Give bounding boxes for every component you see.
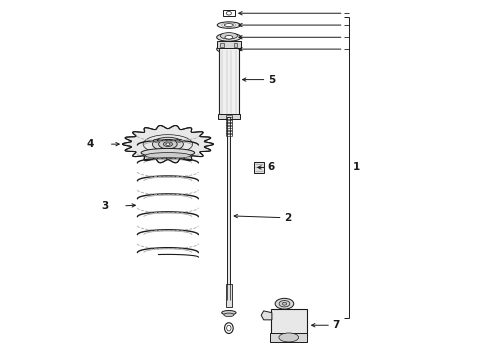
Ellipse shape — [217, 22, 241, 28]
Ellipse shape — [145, 153, 191, 159]
Ellipse shape — [224, 313, 234, 317]
Text: 2: 2 — [285, 213, 292, 222]
Text: 1: 1 — [353, 162, 361, 172]
Bar — [234, 43, 237, 46]
Bar — [223, 10, 235, 17]
Bar — [218, 114, 240, 119]
Ellipse shape — [217, 45, 241, 53]
Bar — [226, 284, 232, 307]
Text: 6: 6 — [267, 162, 274, 172]
Bar — [227, 117, 230, 300]
Ellipse shape — [163, 142, 172, 147]
FancyBboxPatch shape — [271, 309, 307, 336]
Ellipse shape — [224, 323, 233, 333]
Bar — [220, 43, 224, 46]
Text: 3: 3 — [101, 201, 108, 211]
Ellipse shape — [217, 33, 241, 41]
FancyBboxPatch shape — [254, 162, 264, 173]
Ellipse shape — [279, 333, 298, 342]
Text: 4: 4 — [87, 139, 94, 149]
Text: 5: 5 — [269, 75, 275, 85]
Ellipse shape — [225, 47, 233, 51]
Ellipse shape — [166, 143, 170, 145]
Ellipse shape — [224, 24, 233, 27]
Ellipse shape — [221, 311, 236, 315]
Ellipse shape — [275, 298, 294, 309]
Text: 7: 7 — [332, 320, 339, 330]
Ellipse shape — [279, 301, 290, 307]
Ellipse shape — [165, 150, 171, 152]
Ellipse shape — [220, 45, 238, 51]
FancyBboxPatch shape — [270, 333, 307, 342]
Ellipse shape — [152, 137, 183, 151]
Polygon shape — [122, 126, 214, 163]
Ellipse shape — [227, 325, 231, 331]
Ellipse shape — [282, 302, 287, 305]
Ellipse shape — [225, 36, 233, 39]
Ellipse shape — [220, 33, 238, 39]
Polygon shape — [261, 311, 272, 320]
Ellipse shape — [176, 139, 183, 142]
Bar — [219, 44, 239, 116]
Bar — [217, 41, 241, 48]
Ellipse shape — [141, 148, 195, 157]
Ellipse shape — [159, 139, 177, 149]
Ellipse shape — [153, 139, 160, 142]
Ellipse shape — [226, 12, 231, 15]
